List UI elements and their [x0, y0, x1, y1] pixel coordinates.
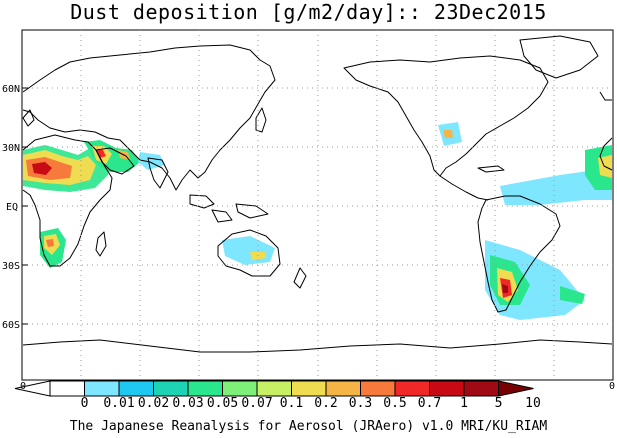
- colorbar-tick-label: 0.2: [314, 396, 338, 411]
- lat-label-30n: 30N: [2, 143, 20, 154]
- lat-label-30s: 30S: [2, 261, 20, 272]
- colorbar-segment: [118, 380, 154, 397]
- gridlines: [22, 30, 613, 380]
- colorbar-segment: [187, 380, 223, 397]
- colorbar-segment: [325, 380, 361, 397]
- colorbar-tick-label: 0.5: [383, 396, 407, 411]
- colorbar-segment: [256, 380, 292, 397]
- colorbar-left-edge-value: 0: [20, 381, 27, 392]
- colorbar-tick-label: 0.01: [103, 396, 135, 411]
- colorbar: [14, 380, 534, 397]
- colorbar-segment: [84, 380, 120, 397]
- colorbar-right-edge-value: 0: [609, 381, 616, 392]
- colorbar-segment: [153, 380, 189, 397]
- colorbar-tick-label: 1: [460, 396, 468, 411]
- colorbar-tick-label: 0.03: [172, 396, 204, 411]
- colorbar-tick-label: 0: [80, 396, 89, 411]
- colorbar-tick-label: 0.07: [241, 396, 273, 411]
- colorbar-segment: [291, 380, 327, 397]
- lat-label-60n: 60N: [2, 84, 20, 95]
- colorbar-segment: [49, 380, 85, 397]
- colorbar-segment: [360, 380, 396, 397]
- colorbar-tick-label: 5: [494, 396, 503, 411]
- colorbar-right-arrow: [498, 380, 534, 397]
- footer-credit: The Japanese Reanalysis for Aerosol (JRA…: [69, 419, 548, 434]
- map-title: Dust deposition [g/m2/day]:: 23Dec2015: [70, 0, 547, 24]
- lat-axis: 60N 30N EQ 30S 60S: [2, 84, 28, 331]
- colorbar-segment: [394, 380, 430, 397]
- colorbar-tick-label: 0.1: [279, 396, 304, 411]
- lat-label-60s: 60S: [2, 320, 20, 331]
- colorbar-segment: [222, 380, 258, 397]
- lat-label-eq: EQ: [6, 202, 18, 213]
- colorbar-segment: [429, 380, 465, 397]
- colorbar-tick-label: 0.3: [348, 396, 373, 411]
- colorbar-tick-label: 0.05: [206, 396, 239, 411]
- colorbar-tick-label: 10: [525, 396, 541, 411]
- colorbar-tick-label: 0.7: [417, 396, 442, 411]
- dust-shading: [23, 122, 612, 320]
- colorbar-tick-label: 0.02: [137, 396, 170, 411]
- colorbar-segment: [463, 380, 499, 397]
